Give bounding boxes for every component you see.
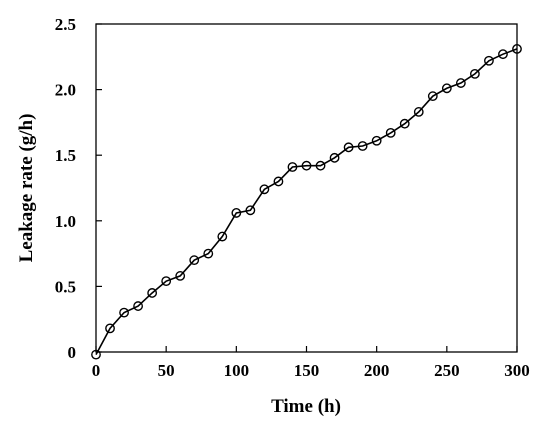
data-point — [273, 176, 284, 187]
x-tick-label: 150 — [294, 361, 320, 380]
data-point — [105, 323, 115, 334]
data-point — [203, 248, 214, 259]
data-point — [217, 231, 228, 242]
data-point — [484, 55, 494, 66]
data-point — [399, 118, 410, 129]
data-point — [119, 307, 129, 318]
data-point — [469, 68, 480, 79]
data-point — [357, 141, 368, 151]
y-tick-label: 2.5 — [55, 15, 76, 34]
data-point — [371, 135, 382, 146]
data-point — [91, 349, 101, 360]
x-tick-label: 50 — [158, 361, 175, 380]
data-point — [259, 184, 270, 195]
data-point — [455, 78, 466, 88]
plot-frame — [95, 23, 518, 353]
axis-ticks — [95, 23, 518, 353]
data-point — [301, 160, 312, 171]
data-point — [315, 160, 326, 171]
data-point — [175, 271, 186, 281]
y-tick-label: 1.5 — [55, 146, 76, 165]
x-axis-label: Time (h) — [271, 396, 341, 417]
x-tick-label: 200 — [364, 361, 390, 380]
data-point — [385, 127, 396, 138]
series-line — [95, 48, 518, 355]
data-points — [91, 44, 522, 360]
y-axis-label: Leakage rate (g/h) — [16, 114, 37, 263]
y-tick-labels: 0 0.5 1.0 1.5 2.0 2.5 — [55, 15, 76, 362]
data-point — [512, 44, 522, 54]
data-point — [287, 162, 298, 172]
data-point — [427, 91, 438, 102]
data-point — [189, 255, 200, 266]
y-tick-label: 0 — [68, 343, 77, 362]
data-point — [343, 142, 354, 153]
data-point — [498, 49, 508, 60]
data-point — [245, 205, 256, 216]
x-tick-label: 0 — [92, 361, 101, 380]
y-tick-label: 1.0 — [55, 212, 76, 231]
data-point — [413, 107, 424, 117]
data-point — [147, 288, 158, 298]
data-point — [161, 276, 172, 287]
y-tick-label: 0.5 — [55, 277, 76, 296]
data-point — [231, 208, 242, 218]
x-tick-label: 250 — [434, 361, 460, 380]
x-tick-label: 100 — [224, 361, 250, 380]
y-tick-label: 2.0 — [55, 81, 76, 100]
x-tick-labels: 0 50 100 150 200 250 300 — [92, 361, 530, 380]
data-point — [441, 83, 452, 94]
data-point — [133, 301, 144, 311]
x-tick-label: 300 — [504, 361, 530, 380]
data-point — [329, 152, 340, 163]
